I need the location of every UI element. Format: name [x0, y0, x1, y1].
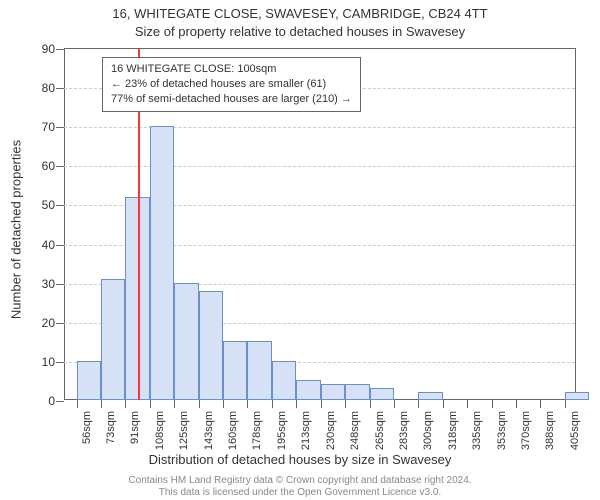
y-tick-label: 80 [25, 81, 55, 95]
x-tick [492, 400, 493, 408]
x-tick [418, 400, 419, 408]
chart-title-line1: 16, WHITEGATE CLOSE, SWAVESEY, CAMBRIDGE… [0, 6, 600, 21]
x-tick [125, 400, 126, 408]
y-tick [56, 245, 64, 246]
y-axis-title: Number of detached properties [9, 110, 24, 350]
y-tick [56, 323, 64, 324]
y-tick-label: 20 [25, 316, 55, 330]
histogram-bar [345, 384, 369, 400]
info-box: 16 WHITEGATE CLOSE: 100sqm← 23% of detac… [102, 57, 361, 112]
histogram-bar [565, 392, 589, 400]
y-tick [56, 284, 64, 285]
y-tick-label: 10 [25, 355, 55, 369]
y-tick-label: 0 [25, 394, 55, 408]
gridline [64, 127, 575, 128]
x-tick [565, 400, 566, 408]
footer-line2: This data is licensed under the Open Gov… [159, 487, 441, 498]
histogram-bar [101, 279, 125, 400]
x-tick [345, 400, 346, 408]
chart-page: { "titles": { "line1": "16, WHITEGATE CL… [0, 0, 600, 500]
y-tick-label: 40 [25, 238, 55, 252]
y-tick [56, 166, 64, 167]
y-tick-label: 70 [25, 120, 55, 134]
y-tick-label: 60 [25, 159, 55, 173]
y-tick-label: 50 [25, 198, 55, 212]
x-tick [247, 400, 248, 408]
y-tick [56, 49, 64, 50]
info-box-line2: ← 23% of detached houses are smaller (61… [111, 77, 352, 92]
y-tick [56, 205, 64, 206]
x-tick [516, 400, 517, 408]
histogram-bar [321, 384, 345, 400]
histogram-bar [296, 380, 320, 400]
x-tick [77, 400, 78, 408]
info-box-line1: 16 WHITEGATE CLOSE: 100sqm [111, 62, 352, 77]
y-tick [56, 362, 64, 363]
gridline [64, 166, 575, 167]
histogram-bar [77, 361, 101, 400]
histogram-bar [418, 392, 442, 400]
x-axis-title: Distribution of detached houses by size … [0, 452, 600, 467]
x-tick [540, 400, 541, 408]
x-tick [321, 400, 322, 408]
y-tick-label: 30 [25, 277, 55, 291]
x-tick [223, 400, 224, 408]
footer-line1: Contains HM Land Registry data © Crown c… [128, 475, 471, 486]
x-tick [150, 400, 151, 408]
y-axis-title-wrap: Number of detached properties [6, 0, 22, 500]
y-tick [56, 88, 64, 89]
histogram-bar [150, 126, 174, 400]
x-tick [272, 400, 273, 408]
y-tick-label: 90 [25, 42, 55, 56]
y-tick [56, 127, 64, 128]
histogram-bar [272, 361, 296, 400]
x-tick [101, 400, 102, 408]
histogram-bar [174, 283, 198, 400]
x-tick [394, 400, 395, 408]
histogram-bar [247, 341, 271, 400]
histogram-bar [370, 388, 394, 400]
histogram-bar [199, 291, 223, 401]
x-tick [174, 400, 175, 408]
x-tick [370, 400, 371, 408]
histogram-bar [223, 341, 247, 400]
x-tick [199, 400, 200, 408]
plot-area: 010203040506070809056sqm73sqm91sqm108sqm… [64, 48, 576, 400]
info-box-line3: 77% of semi-detached houses are larger (… [111, 92, 352, 107]
x-tick [467, 400, 468, 408]
chart-title-line2: Size of property relative to detached ho… [0, 24, 600, 39]
y-axis-line [64, 49, 65, 400]
y-tick [56, 401, 64, 402]
footer-attribution: Contains HM Land Registry data © Crown c… [0, 475, 600, 498]
x-tick [443, 400, 444, 408]
x-tick [296, 400, 297, 408]
